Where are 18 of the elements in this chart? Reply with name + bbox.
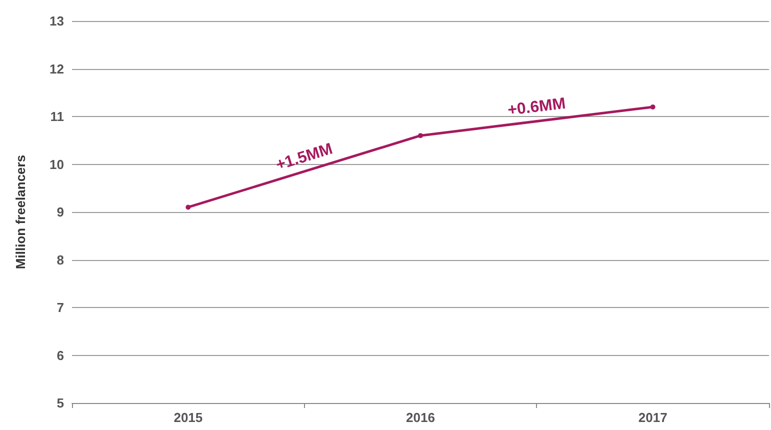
- point: [418, 133, 423, 138]
- y-tick-label: 13: [50, 14, 64, 28]
- y-tick-label: 12: [50, 61, 64, 76]
- y-tick-label: 9: [56, 204, 64, 220]
- x-tick-label: 2015: [174, 410, 203, 425]
- annotation: +1.5MM: [274, 140, 335, 174]
- point: [186, 204, 191, 210]
- y-tick-label: 7: [56, 300, 64, 315]
- y-tick-label: 11: [50, 109, 64, 124]
- y-tick-label: 10: [50, 156, 64, 172]
- y-tick-label: 6: [56, 348, 64, 363]
- y-axis-title: Million freelancers: [13, 154, 28, 270]
- y-tick-label: 5: [56, 396, 64, 410]
- annotation: +0.6MM: [506, 95, 567, 120]
- x-tick-label: 2017: [638, 410, 668, 425]
- point: [650, 104, 656, 110]
- x-tick-label: 2016: [406, 410, 435, 425]
- y-tick-label: 8: [56, 252, 64, 268]
